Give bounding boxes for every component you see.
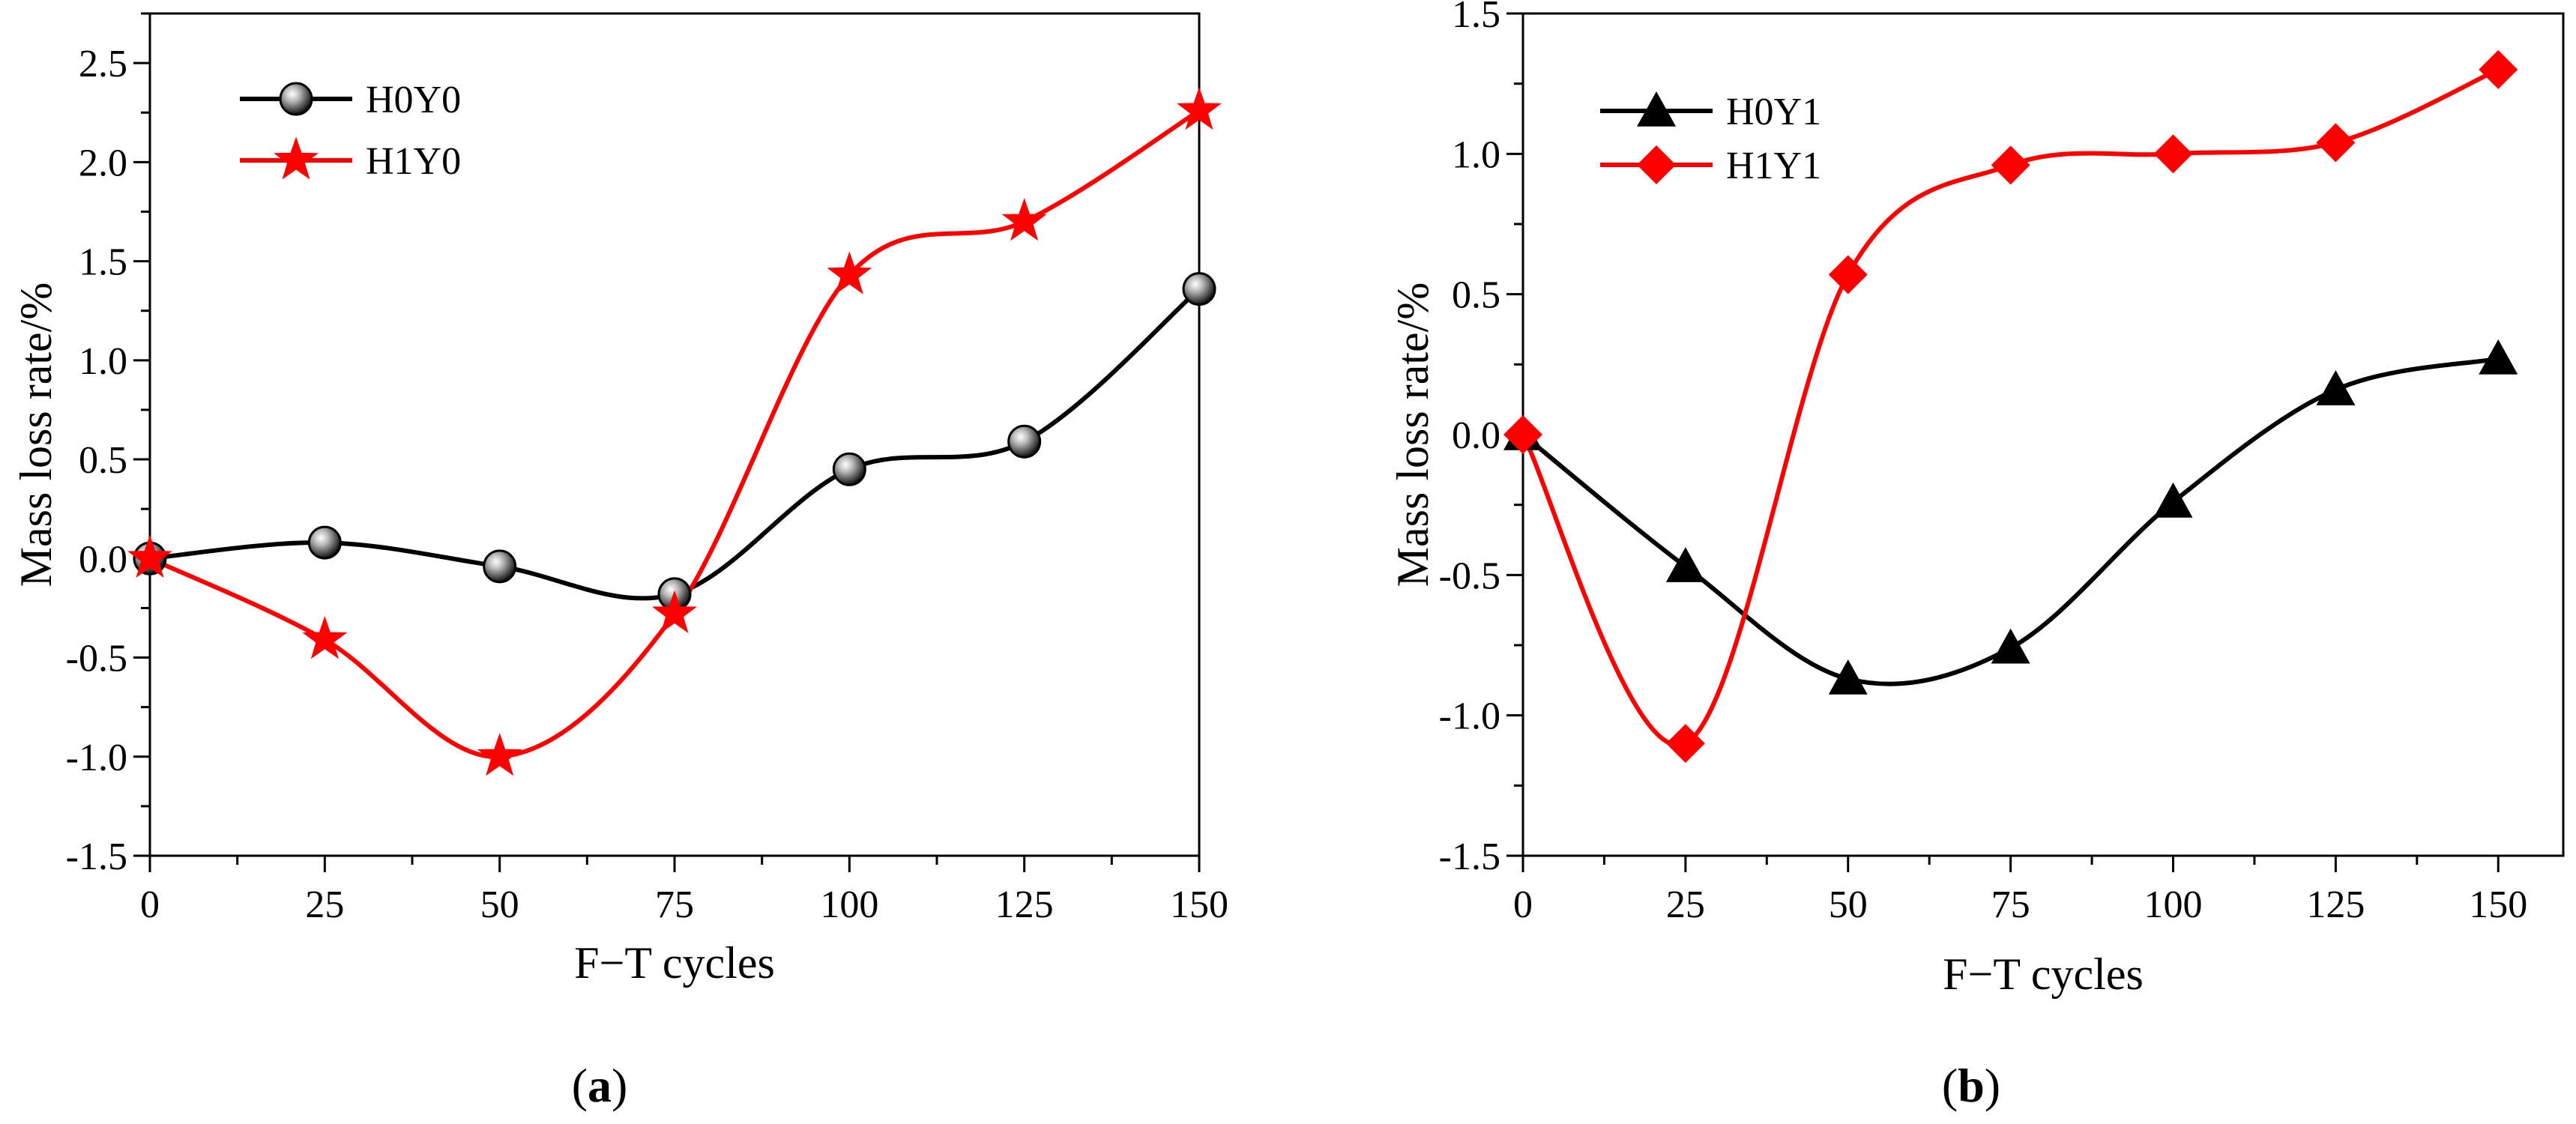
data-point-H1Y0 [477,733,522,776]
x-tick-label: 75 [1991,883,2030,926]
data-point-H0Y1 [1991,628,2030,664]
x-axis-title: F−T cycles [574,938,775,988]
panel-label-open: ( [1942,1059,1958,1112]
panel-label: (a) [572,1059,628,1112]
x-tick-label: 150 [2469,883,2527,926]
y-tick-label: 0.5 [1452,274,1500,317]
data-point-H1Y1 [1991,145,2030,185]
y-tick-label: -1.5 [1439,836,1500,878]
x-tick-label: 25 [1666,883,1705,926]
x-tick-label: 50 [480,883,519,926]
plot-frame [148,12,1201,857]
y-tick-label: 1.5 [1452,0,1500,36]
x-tick-label: 25 [305,883,344,926]
data-point-H1Y1 [2479,49,2518,89]
y-tick-label: 1.0 [79,340,127,383]
y-tick-label: 0.5 [79,439,127,482]
panel-label-open: ( [572,1059,588,1112]
y-tick-label: 2.0 [79,142,127,184]
x-tick-label: 75 [655,883,694,926]
panel-label-letter: b [1958,1059,1985,1112]
data-point-H1Y0 [652,590,697,633]
x-tick-label: 100 [2144,883,2203,926]
data-point-H0Y0 [1007,424,1042,459]
y-tick-label: 1.0 [1452,133,1500,176]
legend-marker-H0Y1 [1637,91,1676,127]
data-point-H1Y1 [1828,255,1868,294]
y-tick-label: 1.5 [79,241,127,284]
data-point-H0Y0 [832,452,866,486]
data-point-H1Y1 [2316,123,2356,163]
data-point-H0Y0 [1182,272,1216,306]
chart-panel-a: 0 25 50 75 100 125 150 -1.5 -1.0 -0.5 0.0 0.5 1.0 1.5… [11,12,1228,1112]
x-tick-label: 50 [1829,883,1868,926]
data-point-H1Y0 [1177,87,1222,130]
legend-label-H0Y1: H0Y1 [1726,91,1821,133]
x-tick-label: 125 [2306,883,2365,926]
panel-label-letter: a [588,1059,612,1112]
data-point-H1Y0 [1001,198,1047,241]
plot-frame [1521,12,2565,857]
x-tick-label: 0 [1513,883,1533,926]
data-point-H1Y1 [1665,724,1705,764]
x-tick-label: 0 [140,883,160,926]
y-tick-label: 0.0 [1452,414,1500,457]
x-axis-title: F−T cycles [1943,949,2144,999]
x-tick-label: 100 [820,883,878,926]
legend-label-H1Y1: H1Y1 [1726,145,1821,187]
legend-marker-H0Y0 [279,82,313,116]
y-tick-label: -0.5 [66,638,127,680]
data-point-H0Y0 [307,525,342,560]
x-tick-label: 125 [995,883,1054,926]
data-point-H0Y0 [483,549,517,584]
series-line-H1Y1 [1521,67,2500,748]
panel-label-close: ) [612,1059,627,1112]
y-tick-label: -1.0 [66,737,127,779]
y-axis-title: Mass loss rate/% [1388,282,1438,587]
data-point-H0Y1 [1828,659,1868,695]
legend-label-H0Y0: H0Y0 [366,79,461,121]
data-point-H1Y0 [302,616,348,659]
y-tick-label: -1.5 [66,836,127,878]
data-point-H0Y1 [2153,482,2193,518]
panel-label-close: ) [1985,1059,2000,1112]
data-point-H1Y1 [1503,415,1542,454]
x-tick-label: 150 [1170,883,1228,926]
data-point-H0Y1 [1665,547,1705,582]
y-tick-label: -1.0 [1439,695,1500,738]
y-tick-label: 2.5 [79,43,127,85]
series-line-H0Y0 [149,287,1201,601]
data-point-H0Y1 [2479,339,2518,375]
data-point-H0Y1 [2316,370,2356,405]
data-point-H1Y0 [827,251,872,294]
data-point-H1Y1 [2153,134,2193,174]
data-point-H1Y0 [127,534,172,578]
y-tick-label: -0.5 [1439,555,1500,597]
legend-label-H1Y0: H1Y0 [366,140,461,183]
chart-panel-b: 0 25 50 75 100 125 150 -1.5 -1.0 -0.5 0.0 0.5 1.0 1.5… [1388,0,2565,1112]
y-tick-label: 0.0 [79,538,127,581]
legend-marker-H1Y0 [274,136,319,180]
y-axis-title: Mass loss rate/% [11,282,61,587]
legend-marker-H1Y1 [1637,145,1676,184]
panel-label: (b) [1942,1059,2000,1112]
